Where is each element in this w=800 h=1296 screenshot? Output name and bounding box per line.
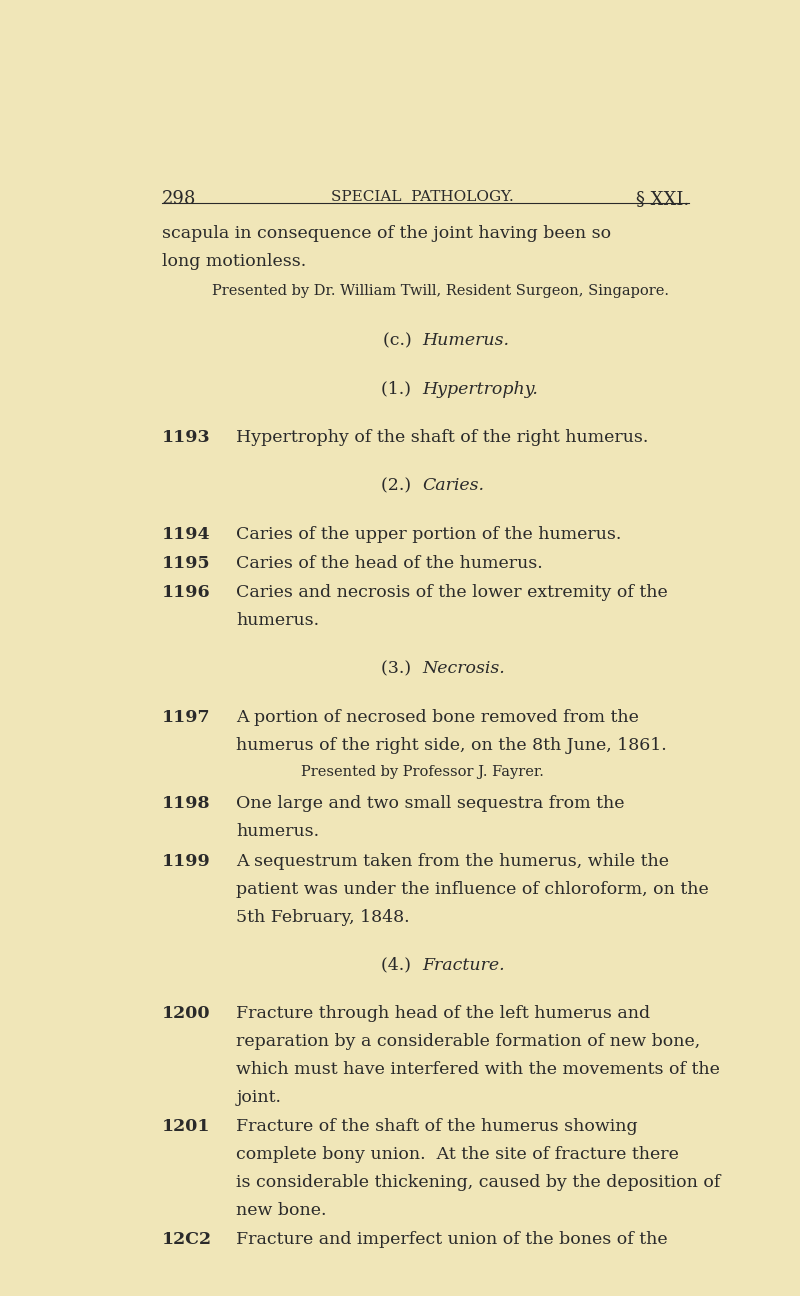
Text: which must have interfered with the movements of the: which must have interfered with the move… [237, 1061, 720, 1078]
Text: Necrosis.: Necrosis. [422, 661, 505, 678]
Text: new bone.: new bone. [237, 1203, 327, 1220]
Text: Hypertrophy of the shaft of the right humerus.: Hypertrophy of the shaft of the right hu… [237, 429, 649, 446]
Text: (c.): (c.) [382, 332, 422, 350]
Text: Humerus.: Humerus. [422, 332, 510, 350]
Text: Fracture.: Fracture. [422, 956, 505, 973]
Text: (3.): (3.) [382, 661, 422, 678]
Text: 12C2: 12C2 [162, 1231, 212, 1248]
Text: 1195: 1195 [162, 555, 210, 572]
Text: humerus.: humerus. [237, 823, 319, 840]
Text: One large and two small sequestra from the: One large and two small sequestra from t… [237, 796, 625, 813]
Text: joint.: joint. [237, 1089, 282, 1105]
Text: § XXI.: § XXI. [636, 191, 689, 209]
Text: (2.): (2.) [382, 477, 422, 494]
Text: is considerable thickening, caused by the deposition of: is considerable thickening, caused by th… [237, 1174, 721, 1191]
Text: Fracture through head of the left humerus and: Fracture through head of the left humeru… [237, 1006, 650, 1023]
Text: 298: 298 [162, 191, 196, 209]
Text: patient was under the influence of chloroform, on the: patient was under the influence of chlor… [237, 880, 709, 898]
Text: A portion of necrosed bone removed from the: A portion of necrosed bone removed from … [237, 709, 639, 726]
Text: reparation by a considerable formation of new bone,: reparation by a considerable formation o… [237, 1033, 701, 1050]
Text: 1197: 1197 [162, 709, 210, 726]
Text: humerus of the right side, on the 8th June, 1861.: humerus of the right side, on the 8th Ju… [237, 736, 667, 754]
Text: 1193: 1193 [162, 429, 210, 446]
Text: scapula in consequence of the joint having been so: scapula in consequence of the joint havi… [162, 226, 611, 242]
Text: SPECIAL  PATHOLOGY.: SPECIAL PATHOLOGY. [331, 191, 514, 205]
Text: Fracture of the shaft of the humerus showing: Fracture of the shaft of the humerus sho… [237, 1118, 638, 1135]
Text: 1200: 1200 [162, 1006, 210, 1023]
Text: (1.): (1.) [382, 381, 422, 398]
Text: Caries of the head of the humerus.: Caries of the head of the humerus. [237, 555, 543, 572]
Text: 1196: 1196 [162, 584, 210, 601]
Text: Presented by Dr. William Twill, Resident Surgeon, Singapore.: Presented by Dr. William Twill, Resident… [211, 284, 669, 298]
Text: Caries and necrosis of the lower extremity of the: Caries and necrosis of the lower extremi… [237, 584, 668, 601]
Text: Fracture and imperfect union of the bones of the: Fracture and imperfect union of the bone… [237, 1231, 668, 1248]
Text: Hypertrophy.: Hypertrophy. [422, 381, 538, 398]
Text: complete bony union.  At the site of fracture there: complete bony union. At the site of frac… [237, 1146, 679, 1164]
Text: A sequestrum taken from the humerus, while the: A sequestrum taken from the humerus, whi… [237, 853, 670, 870]
Text: Caries of the upper portion of the humerus.: Caries of the upper portion of the humer… [237, 526, 622, 543]
Text: humerus.: humerus. [237, 612, 319, 629]
Text: 1201: 1201 [162, 1118, 210, 1135]
Text: Presented by Professor J. Fayrer.: Presented by Professor J. Fayrer. [301, 765, 544, 779]
Text: 1198: 1198 [162, 796, 210, 813]
Text: 5th February, 1848.: 5th February, 1848. [237, 908, 410, 925]
Text: long motionless.: long motionless. [162, 253, 306, 271]
Text: Caries.: Caries. [422, 477, 485, 494]
Text: 1194: 1194 [162, 526, 210, 543]
Text: 1199: 1199 [162, 853, 210, 870]
Text: (4.): (4.) [382, 956, 422, 973]
